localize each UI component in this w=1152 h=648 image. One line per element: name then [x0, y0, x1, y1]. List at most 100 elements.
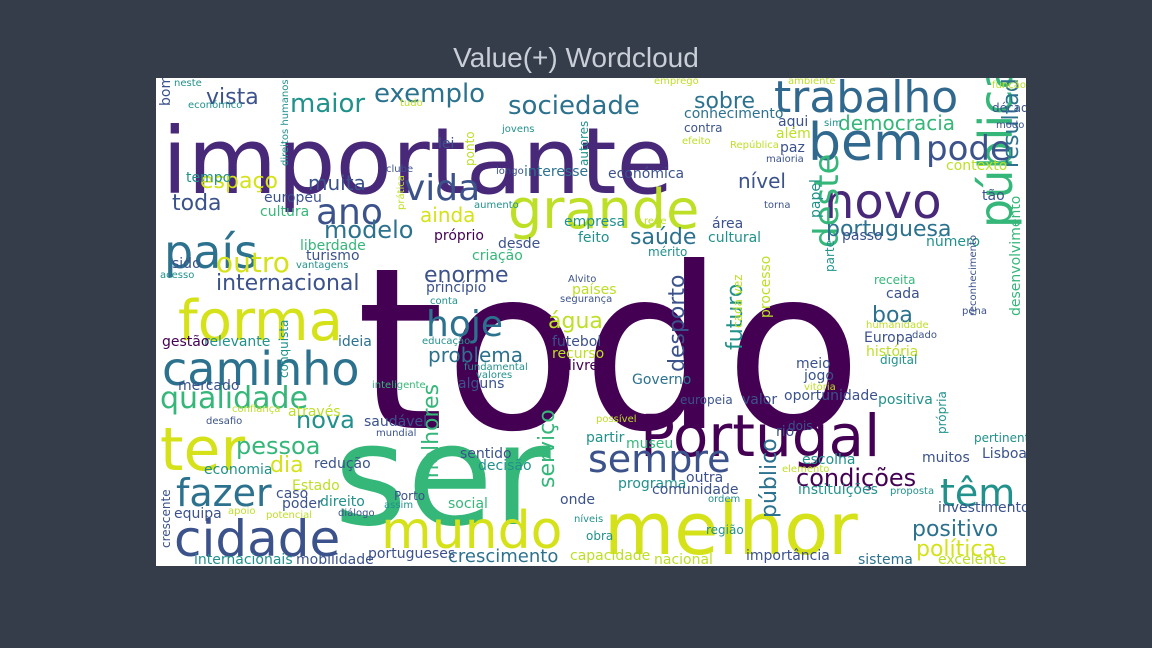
word-exemplo: exemplo: [374, 79, 485, 109]
word-deste: deste: [807, 154, 847, 248]
word-sociedade: sociedade: [508, 91, 640, 121]
word-aumento: aumento: [474, 200, 519, 211]
word-obra: obra: [586, 529, 613, 543]
word-saúde: saúde: [630, 225, 696, 250]
word-década: década: [992, 101, 1026, 115]
word-além: além: [776, 126, 811, 142]
word-clube: clube: [386, 164, 413, 175]
word-feito: feito: [578, 230, 610, 246]
word-sempre: sempre: [588, 437, 730, 481]
word-elemento: elemento: [782, 464, 829, 475]
word-instituições: instituições: [798, 482, 878, 498]
word-têm: têm: [940, 471, 1015, 515]
word-papel: papel: [808, 179, 824, 218]
word-possível: possível: [596, 413, 637, 425]
word-ambiente: ambiente: [788, 78, 836, 87]
word-alguns: alguns: [458, 376, 504, 392]
word-dado: dado: [912, 330, 937, 341]
word-portugal: Portugal: [640, 402, 880, 470]
word-fazer: fazer: [176, 471, 272, 515]
word-meio: meio: [796, 356, 831, 372]
word-espaço: espaço: [200, 169, 278, 194]
word-modelo: modelo: [324, 216, 413, 244]
word-paz: paz: [780, 140, 805, 156]
word-económico: económico: [188, 99, 242, 111]
word-escolha: escolha: [802, 452, 856, 468]
word-tão: tão: [982, 188, 1005, 204]
word-cada: cada: [886, 286, 920, 302]
word-níveis: níveis: [574, 513, 603, 525]
word-gestão: gestão: [162, 334, 209, 350]
word-potencial: potencial: [266, 510, 312, 521]
word-digital: digital: [880, 353, 917, 367]
word-desde: desde: [498, 236, 540, 252]
word-modo: modo: [996, 120, 1024, 131]
word-positiva: positiva: [878, 392, 933, 408]
word-ser: ser: [334, 395, 551, 558]
word-vida: vida: [404, 168, 480, 209]
word-lei: lei: [438, 136, 454, 152]
word-liberdade: liberdade: [300, 238, 366, 254]
word-processo: processo: [758, 256, 774, 318]
word-dia: dia: [270, 453, 304, 478]
word-próprio: próprio: [434, 228, 484, 244]
word-bem: bem: [808, 113, 924, 173]
word-turismo: turismo: [306, 248, 360, 264]
word-condições: condições: [796, 464, 916, 492]
word-muitos: muitos: [922, 450, 970, 466]
word-desafio: desafio: [206, 416, 242, 427]
word-interesse: interesse: [524, 164, 588, 180]
word-governo: Governo: [632, 372, 691, 388]
word-europeia: europeia: [680, 393, 733, 407]
word-longo: longo: [496, 166, 524, 177]
word-neste: neste: [174, 78, 202, 89]
word-outra: outra: [686, 470, 723, 486]
word-capacidade: capacidade: [570, 548, 650, 564]
word-internacionais: internacionais: [194, 552, 293, 566]
word-sistema: sistema: [858, 552, 913, 566]
word-problema: problema: [428, 343, 523, 367]
word-criação: criação: [472, 248, 523, 264]
word-museu: museu: [626, 436, 673, 452]
word-futuro: futuro: [723, 284, 748, 350]
word-livre: livre: [568, 358, 598, 374]
word-caminho: caminho: [162, 342, 360, 396]
word-mercado: mercado: [178, 378, 239, 394]
word-pessoa: pessoa: [236, 432, 320, 460]
word-qualidade: qualidade: [160, 381, 308, 416]
word-pode: pode: [926, 129, 1011, 169]
word-hoje: hoje: [426, 304, 503, 345]
word-prática: prática: [395, 175, 407, 210]
word-crescente: crescente: [159, 489, 173, 548]
word-torna: torna: [764, 200, 790, 211]
word-resultado: resultado: [999, 78, 1024, 168]
word-receita: receita: [874, 273, 915, 287]
word-nacional: nacional: [654, 552, 713, 566]
word-investimento: investimento: [938, 500, 1026, 516]
word-desporto: desporto: [665, 274, 690, 372]
word-contexto: contexto: [946, 158, 1007, 174]
word-mérito: mérito: [648, 245, 687, 259]
word-redução: redução: [314, 456, 371, 472]
word-própria: própria: [935, 391, 949, 434]
word-empresa: empresa: [564, 214, 625, 230]
word-importante: importante: [162, 108, 673, 215]
word-proposta: proposta: [890, 486, 934, 497]
word-região: região: [706, 523, 744, 537]
word-pena: pena: [962, 306, 987, 317]
word-dois: dois: [788, 419, 813, 433]
word-enorme: enorme: [424, 263, 509, 288]
word-muita: muita: [308, 171, 366, 195]
word-direitos-humanos: direitos humanos: [280, 79, 291, 166]
word-água: água: [548, 309, 603, 334]
word-autores: autores: [577, 121, 591, 166]
word-valores: valores: [476, 370, 512, 381]
word-melhores: melhores: [419, 384, 444, 486]
word-excelente: excelente: [938, 552, 1006, 566]
word-internacional: internacional: [216, 271, 360, 296]
word-onde: onde: [560, 492, 595, 508]
word-equipa: equipa: [174, 506, 222, 522]
word-boa: boa: [872, 303, 913, 328]
word-recurso: recurso: [552, 346, 604, 362]
